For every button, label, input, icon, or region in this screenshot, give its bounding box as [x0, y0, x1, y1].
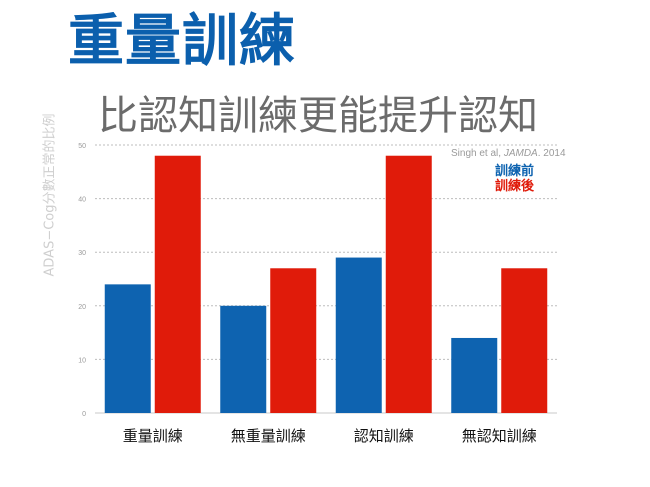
- bar-after-4: [501, 268, 548, 413]
- bar-after-3: [385, 155, 432, 413]
- y-tick-label: 40: [78, 197, 86, 204]
- x-category-label: 認知訓練: [354, 427, 414, 445]
- y-tick-label: 0: [82, 411, 86, 418]
- chart-title: 重量訓練: [68, 9, 296, 74]
- bar-after-2: [270, 268, 317, 413]
- citation-year: . 2014: [537, 148, 566, 159]
- y-tick-label: 20: [78, 304, 86, 311]
- x-category-label: 無認知訓練: [462, 427, 537, 445]
- citation-authors: Singh et al,: [451, 148, 504, 159]
- y-tick-label: 30: [78, 250, 86, 257]
- citation: Singh et al, JAMDA. 2014: [451, 148, 566, 159]
- citation-journal: JAMDA: [503, 148, 538, 159]
- legend-item-after: 訓練後: [495, 179, 535, 194]
- x-category-label: 無重量訓練: [231, 427, 306, 445]
- bar-after-1: [154, 155, 201, 413]
- x-category-labels: 重量訓練 無重量訓練 認知訓練 無認知訓練: [123, 427, 537, 445]
- bars: [104, 155, 548, 413]
- chart-subtitle: 比認知訓練更能提升認知: [98, 93, 538, 139]
- y-tick-labels: 0 10 20 30 40 50: [78, 143, 86, 418]
- bar-before-2: [220, 305, 267, 413]
- y-tick-label: 10: [78, 357, 86, 364]
- x-category-label: 重量訓練: [123, 427, 183, 445]
- legend-item-before: 訓練前: [495, 164, 535, 179]
- bar-before-1: [104, 284, 151, 413]
- y-tick-label: 50: [78, 143, 86, 150]
- bar-before-4: [451, 337, 498, 413]
- bar-before-3: [335, 257, 382, 413]
